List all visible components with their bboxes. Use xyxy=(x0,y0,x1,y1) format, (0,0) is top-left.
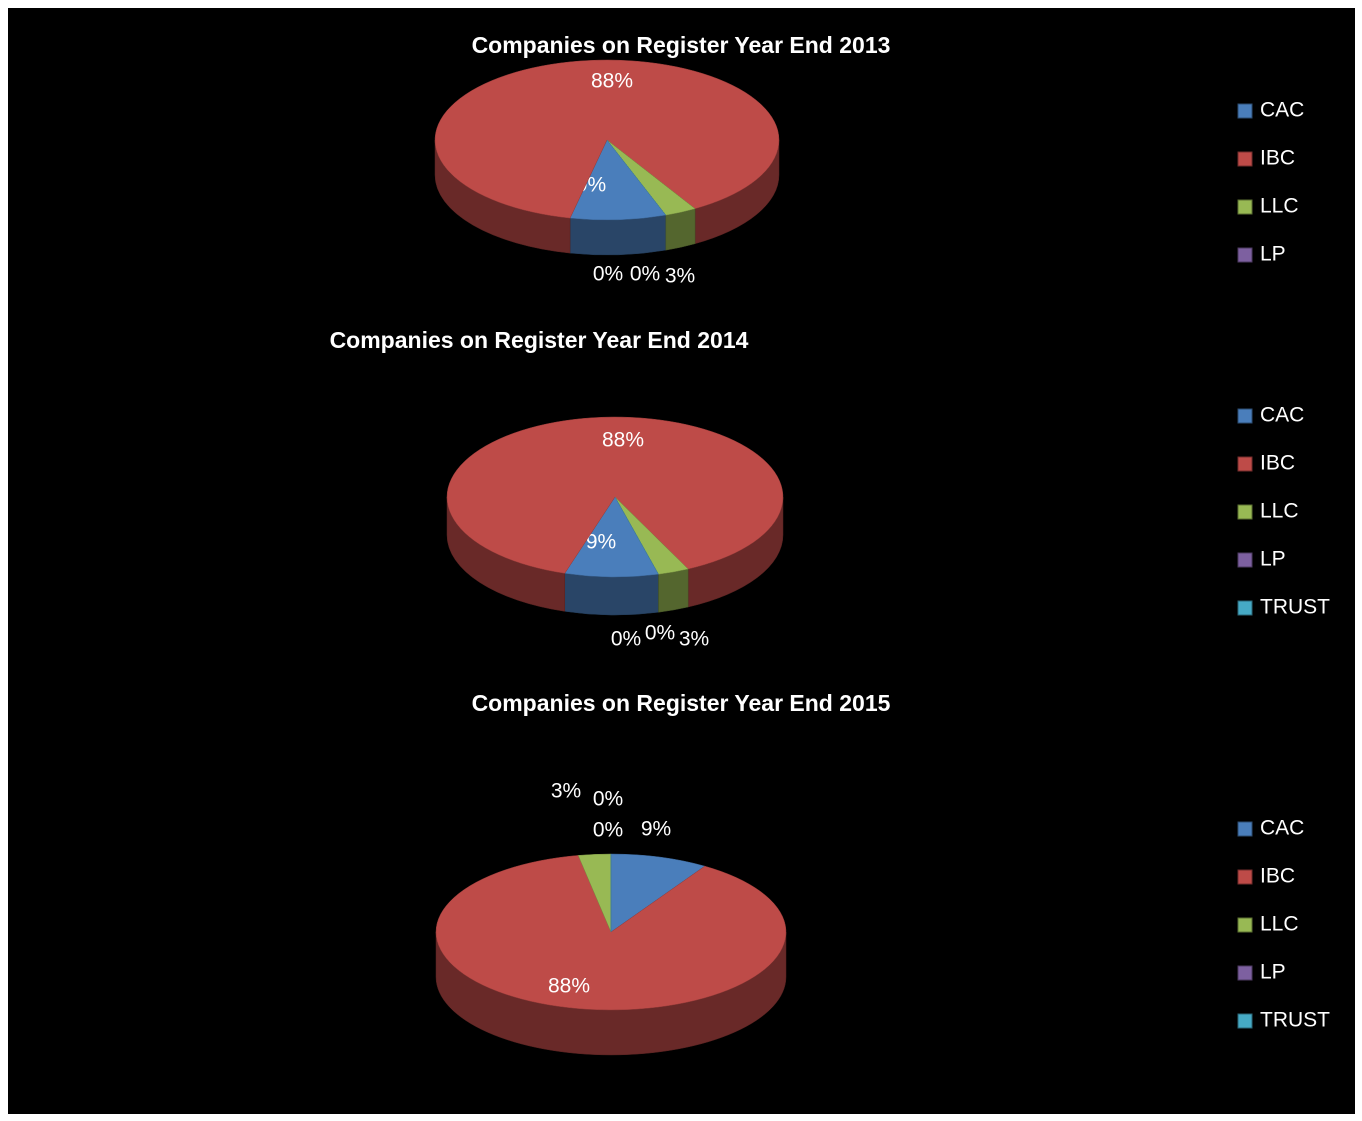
legend-label: IBC xyxy=(1260,452,1295,475)
pie-slice xyxy=(610,853,706,933)
legend-label: CAC xyxy=(1260,99,1304,122)
legend-marker xyxy=(1237,965,1253,981)
data-label: 9% xyxy=(641,818,671,841)
legend-marker xyxy=(1237,869,1253,885)
slice-top xyxy=(606,139,667,216)
legend-label: LLC xyxy=(1260,500,1299,523)
legend-label: TRUST xyxy=(1260,596,1330,619)
data-label: 88% xyxy=(548,975,590,998)
pie-slice xyxy=(606,139,696,251)
legend-label: LP xyxy=(1260,961,1286,984)
slice-side xyxy=(569,214,667,256)
chart-title: Companies on Register Year End 2015 xyxy=(472,690,891,716)
data-label: 88% xyxy=(591,70,633,93)
slice-top xyxy=(434,59,780,219)
slice-top xyxy=(569,139,667,221)
slice-top xyxy=(446,416,784,574)
slice-top xyxy=(564,496,659,578)
data-label: 0% xyxy=(593,788,623,811)
slice-side xyxy=(658,568,689,613)
slice-top xyxy=(610,853,706,933)
pie-slice xyxy=(434,59,780,254)
slice-side xyxy=(665,208,696,251)
slice-top xyxy=(614,496,689,575)
data-label: 0% xyxy=(593,263,623,286)
slice-side xyxy=(564,573,659,616)
legend-marker xyxy=(1237,199,1253,215)
legend-marker xyxy=(1237,151,1253,167)
legend-marker xyxy=(1237,1013,1253,1029)
legend-marker xyxy=(1237,103,1253,119)
data-label: 3% xyxy=(665,265,695,288)
legend-label: TRUST xyxy=(1260,1009,1330,1032)
pie-slice xyxy=(614,496,689,613)
data-label: 0% xyxy=(630,263,660,286)
pie-slice xyxy=(446,416,784,612)
pie-slice xyxy=(606,139,667,216)
legend-marker xyxy=(1237,408,1253,424)
data-label: 3% xyxy=(551,780,581,803)
data-label: 88% xyxy=(602,429,644,452)
legend-marker xyxy=(1237,600,1253,616)
chart-title: Companies on Register Year End 2013 xyxy=(472,32,891,58)
slice-top xyxy=(435,855,787,1011)
legend-label: IBC xyxy=(1260,865,1295,888)
legend-marker xyxy=(1237,821,1253,837)
data-label: 0% xyxy=(645,622,675,645)
legend-marker xyxy=(1237,917,1253,933)
legend-label: LLC xyxy=(1260,195,1299,218)
legend-label: LP xyxy=(1260,243,1286,266)
chart-title: Companies on Register Year End 2014 xyxy=(330,327,749,353)
legend-marker xyxy=(1237,552,1253,568)
legend-marker xyxy=(1237,247,1253,263)
data-label: 9% xyxy=(586,531,616,554)
slice-top xyxy=(606,139,696,216)
legend-label: LLC xyxy=(1260,913,1299,936)
legend-label: CAC xyxy=(1260,404,1304,427)
legend-label: CAC xyxy=(1260,817,1304,840)
legend-label: IBC xyxy=(1260,147,1295,170)
data-label: 3% xyxy=(679,628,709,651)
pie-slice xyxy=(564,496,659,616)
legend-label: LP xyxy=(1260,548,1286,571)
pie-slice xyxy=(435,855,787,1056)
legend-marker xyxy=(1237,504,1253,520)
data-label: 0% xyxy=(611,628,641,651)
legend-marker xyxy=(1237,456,1253,472)
data-label: 0% xyxy=(593,819,623,842)
